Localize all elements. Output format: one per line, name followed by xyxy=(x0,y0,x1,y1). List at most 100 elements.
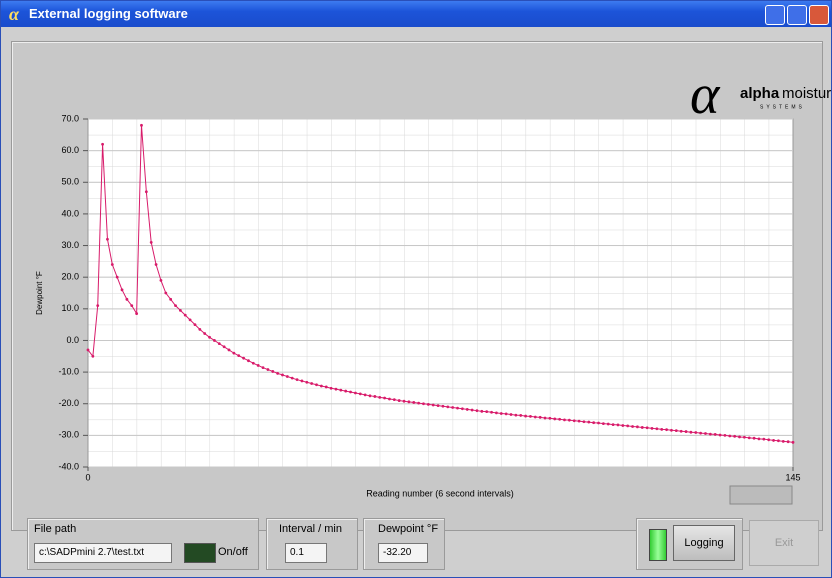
data-point xyxy=(514,413,518,417)
y-tick-label: 40.0 xyxy=(61,208,79,218)
data-point xyxy=(285,375,289,378)
x-axis-label: Reading number (6 second intervals) xyxy=(366,488,514,498)
x-tick-label: 145 xyxy=(785,472,800,482)
data-point xyxy=(397,399,401,402)
data-point xyxy=(738,435,741,439)
data-point xyxy=(388,397,391,401)
y-tick-label: -20.0 xyxy=(58,398,79,408)
data-point xyxy=(227,348,231,352)
y-tick-label: 60.0 xyxy=(61,145,79,155)
data-point xyxy=(305,380,309,384)
data-point xyxy=(436,404,440,408)
data-point xyxy=(295,378,299,382)
data-point xyxy=(747,436,751,440)
data-point xyxy=(169,297,173,301)
onoff-led[interactable] xyxy=(184,543,216,563)
logging-button[interactable]: Logging xyxy=(673,525,735,561)
data-point xyxy=(237,354,241,358)
data-point xyxy=(266,368,270,371)
y-tick-label: -10.0 xyxy=(58,366,79,376)
data-point xyxy=(509,413,513,416)
x-tick-label: 0 xyxy=(85,472,90,482)
data-point xyxy=(154,263,158,266)
data-point xyxy=(96,304,100,308)
data-point xyxy=(480,409,484,413)
data-point xyxy=(601,422,605,426)
data-point xyxy=(110,263,114,266)
file-path-field[interactable]: c:\SADPmini 2.7\test.txt xyxy=(34,543,172,563)
close-button[interactable] xyxy=(809,5,829,25)
data-point xyxy=(339,388,343,392)
data-point xyxy=(319,384,323,388)
data-point xyxy=(208,335,211,339)
data-point xyxy=(460,407,464,411)
data-point xyxy=(256,364,260,367)
data-point xyxy=(465,408,469,411)
data-point xyxy=(271,370,275,373)
data-point xyxy=(300,379,304,383)
data-point xyxy=(456,406,459,410)
data-point xyxy=(164,291,168,295)
data-point xyxy=(777,439,780,443)
data-point xyxy=(655,427,659,431)
data-point xyxy=(183,313,187,317)
data-point xyxy=(91,354,95,358)
data-point xyxy=(752,436,756,440)
data-point xyxy=(417,401,421,405)
data-point xyxy=(383,396,386,400)
data-point xyxy=(728,434,732,438)
data-point xyxy=(733,434,737,438)
minor-grid xyxy=(87,118,794,468)
data-point xyxy=(626,424,630,428)
dewpoint-panel: Dewpoint °F -32.20 xyxy=(363,518,445,570)
data-point xyxy=(324,385,328,389)
data-point xyxy=(548,416,552,420)
data-point xyxy=(665,428,668,432)
y-tick-label: 10.0 xyxy=(61,303,79,313)
data-point xyxy=(781,439,785,443)
data-point xyxy=(193,323,197,327)
data-point xyxy=(475,409,479,413)
data-point xyxy=(329,386,333,390)
data-point xyxy=(242,356,245,360)
data-point xyxy=(188,318,192,322)
data-point xyxy=(378,396,382,399)
data-point xyxy=(334,387,338,391)
data-point xyxy=(694,431,698,434)
y-axis-label: Dewpoint °F xyxy=(35,271,44,315)
data-point xyxy=(689,430,693,434)
file-path-label: File path xyxy=(34,523,77,535)
exit-button[interactable]: Exit xyxy=(749,520,819,566)
onoff-label: On/off xyxy=(218,546,248,558)
data-point xyxy=(572,419,576,423)
graph-tools[interactable] xyxy=(729,485,793,505)
data-point xyxy=(699,431,703,435)
minimize-button[interactable] xyxy=(765,5,785,25)
window-title: External logging software xyxy=(29,6,188,21)
interval-field[interactable]: 0.1 xyxy=(285,543,327,563)
data-point xyxy=(86,348,90,352)
data-point xyxy=(441,404,445,408)
data-point xyxy=(718,433,722,437)
data-point xyxy=(130,304,134,308)
data-point xyxy=(563,418,566,422)
data-point xyxy=(120,288,124,292)
data-point xyxy=(213,339,216,342)
data-point xyxy=(606,422,610,426)
logging-led xyxy=(649,529,667,561)
data-point xyxy=(422,402,425,406)
data-point xyxy=(791,440,795,444)
data-point xyxy=(247,359,250,363)
maximize-button[interactable] xyxy=(787,5,807,25)
logo-bold: alpha xyxy=(740,85,780,102)
dewpoint-field: -32.20 xyxy=(378,543,428,563)
y-tick-label: -40.0 xyxy=(58,461,79,471)
data-point xyxy=(198,327,202,331)
data-point xyxy=(582,420,586,424)
data-point xyxy=(708,432,712,436)
data-point xyxy=(611,423,615,427)
data-point xyxy=(640,426,644,429)
data-point xyxy=(723,433,727,437)
data-point xyxy=(772,439,775,442)
